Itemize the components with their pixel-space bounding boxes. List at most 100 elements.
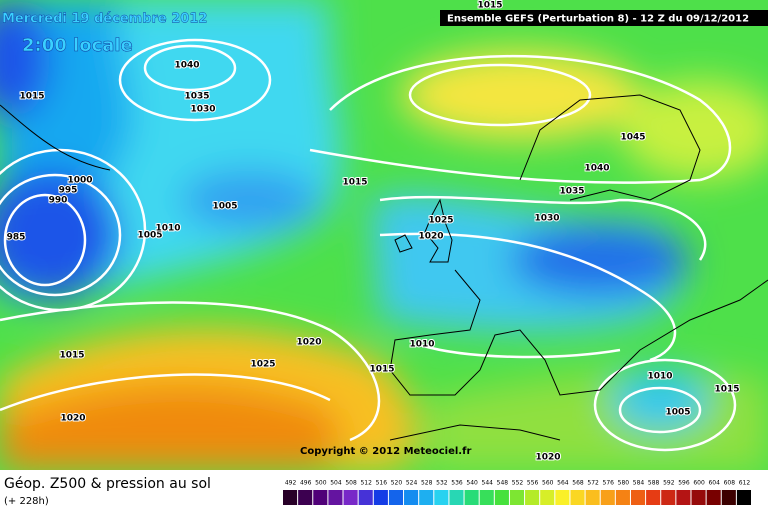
isobar-label: 1015 [19,92,44,102]
coastline [389,424,561,441]
scale-label: 544 [482,480,494,487]
isobar [593,358,737,452]
isobar-label: 1010 [155,224,180,234]
scale-label: 500 [315,480,327,487]
scale-label: 504 [330,480,342,487]
scale-label: 584 [633,480,645,487]
coastlines [0,94,768,441]
isobar [3,193,87,287]
scale-swatch [464,490,479,505]
local-time: 2:00 locale [22,35,133,56]
isobar-label: 1000 [67,176,92,186]
isobar [309,148,701,184]
scale-swatch [494,490,509,505]
scale-swatch [509,490,525,505]
scale-swatch [328,490,343,505]
isobar-label: 985 [7,233,26,243]
scale-label: 588 [648,480,660,487]
scale-label: 580 [618,480,630,487]
scale-swatch [721,490,736,505]
scale-swatch [419,490,434,505]
product-title: Géop. Z500 & pression au sol [4,476,211,492]
run-banner [440,10,768,26]
scale-label: 540 [466,480,478,487]
coastline [389,269,768,396]
field-orange [0,384,340,470]
scale-label: 528 [421,480,433,487]
scale-label: 572 [587,480,599,487]
isobar [0,173,122,297]
scale-swatch [358,490,373,505]
isobar-label: 990 [49,196,68,206]
field-blobs [0,0,768,470]
isobar-label: 1005 [212,202,237,212]
isobar [408,63,592,127]
coastline [0,104,111,171]
scale-label: 496 [300,480,312,487]
scale-swatch [630,490,646,505]
scale-swatch [585,490,600,505]
scale-swatch [404,490,419,505]
scale-swatch [479,490,494,505]
isobar-label: 1035 [184,92,209,102]
isobar-label: 1040 [174,61,199,71]
isobar [0,301,381,442]
isobar-label: 1020 [418,232,443,242]
scale-swatch [555,490,570,505]
isobar [0,373,331,412]
scale-swatch [540,490,555,505]
isobar-label: 1025 [250,360,275,370]
isobar-label: 1015 [342,178,367,188]
scale-swatch [525,490,540,505]
scale-swatch [646,490,661,505]
scale-swatch [570,490,585,505]
scale-label: 492 [285,480,297,487]
scale-label: 556 [527,480,539,487]
field-blue-3 [510,225,690,295]
scale-label: 568 [572,480,584,487]
field-yellow [400,50,640,140]
isobar-label: 1015 [714,385,739,395]
scale-swatch [434,490,449,505]
scale-label: 552 [512,480,524,487]
isobar-label: 1005 [665,408,690,418]
run-info: Ensemble GEFS (Perturbation 8) - 12 Z du… [447,14,749,25]
scale-label: 524 [406,480,418,487]
field-low [0,170,120,300]
scale-label: 516 [376,480,388,487]
isobar-label: 1015 [369,365,394,375]
scale-swatch [343,490,358,505]
isobar [143,44,237,92]
scale-label: 604 [708,480,720,487]
scale-swatch [388,490,404,505]
scale-label: 576 [603,480,615,487]
field-yellow-green [620,80,768,180]
scale-swatch [373,490,388,505]
isobar-label: 1045 [620,133,645,143]
field-low [0,0,50,120]
scale-swatch [615,490,630,505]
isobar-label: 1040 [584,164,609,174]
scale-label: 536 [451,480,463,487]
scale-label: 520 [391,480,403,487]
isobar-label: 995 [59,186,78,196]
scale-label: 508 [345,480,357,487]
scale-swatch [449,490,464,505]
field-cyan-3 [610,370,710,430]
isobar-label: 1030 [534,214,559,224]
isobars [0,38,737,452]
scale-swatch [600,490,615,505]
isobar-label: 1035 [559,187,584,197]
isobar-label: 1030 [190,105,215,115]
isobar-label: 1015 [59,351,84,361]
isobar-label: 1020 [296,338,321,348]
scale-label: 532 [436,480,448,487]
isobar-label: 1005 [137,231,162,241]
scale-swatch [736,490,751,505]
isobar-label: 1015 [477,1,502,11]
isobar [118,38,272,122]
isobar-label: 1025 [428,216,453,226]
